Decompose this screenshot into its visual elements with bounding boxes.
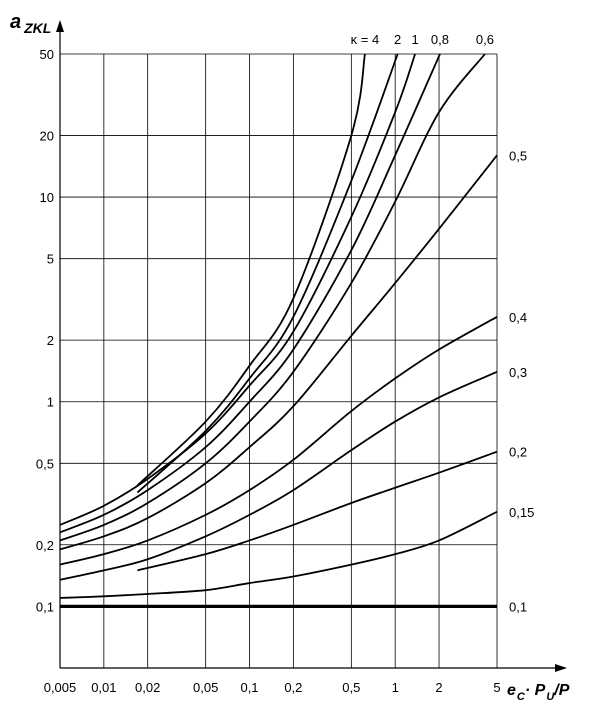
curve-label: 0,15 bbox=[509, 505, 534, 520]
x-label-part: /P bbox=[553, 682, 569, 699]
curve bbox=[136, 53, 366, 487]
y-tick-label: 0,1 bbox=[36, 599, 54, 614]
curve bbox=[59, 316, 498, 566]
curve-label: 0,5 bbox=[509, 148, 527, 163]
x-tick-label: 0,05 bbox=[193, 680, 218, 695]
x-tick-label: 0,2 bbox=[284, 680, 302, 695]
curve-label: 0,4 bbox=[509, 310, 527, 325]
y-tick-label: 0,5 bbox=[36, 456, 54, 471]
x-tick-label: 2 bbox=[435, 680, 442, 695]
y-tick-label: 20 bbox=[40, 128, 54, 143]
y-tick-label: 0,2 bbox=[36, 538, 54, 553]
curve bbox=[137, 450, 498, 572]
x-tick-label: 0,005 bbox=[44, 680, 77, 695]
y-tick-label: 50 bbox=[40, 47, 54, 62]
y-axis-arrow bbox=[56, 20, 64, 32]
curve-label: 0,3 bbox=[509, 365, 527, 380]
curve-label: 1 bbox=[411, 32, 418, 47]
curve-label: 0,8 bbox=[431, 32, 449, 47]
curve-label: 0,2 bbox=[509, 445, 527, 460]
x-label-part: · P bbox=[525, 682, 546, 699]
curve bbox=[136, 53, 399, 494]
y-label-sub: ZKL bbox=[23, 20, 51, 36]
x-axis-arrow bbox=[555, 664, 567, 672]
curve bbox=[59, 53, 441, 534]
x-label-part: e bbox=[507, 682, 516, 699]
x-tick-label: 1 bbox=[392, 680, 399, 695]
curve-label: 2 bbox=[394, 32, 401, 47]
x-tick-label: 0,02 bbox=[135, 680, 160, 695]
x-tick-label: 0,01 bbox=[91, 680, 116, 695]
x-label-sub: C bbox=[517, 691, 526, 703]
curve bbox=[59, 53, 486, 542]
x-axis-label: eC· PU/P bbox=[507, 682, 570, 703]
x-label-sub: U bbox=[546, 691, 555, 703]
y-tick-label: 2 bbox=[47, 333, 54, 348]
y-label-main: a bbox=[10, 11, 21, 33]
curve-label: κ = 4 bbox=[351, 32, 380, 47]
curve-label: 0,1 bbox=[509, 599, 527, 614]
curve bbox=[59, 510, 498, 599]
y-tick-label: 10 bbox=[40, 190, 54, 205]
x-tick-label: 0,5 bbox=[342, 680, 360, 695]
x-tick-label: 5 bbox=[493, 680, 500, 695]
curve-label: 0,6 bbox=[476, 32, 494, 47]
curve bbox=[59, 370, 498, 581]
y-tick-label: 5 bbox=[47, 252, 54, 267]
y-axis-label: a ZKL bbox=[10, 11, 51, 36]
curve bbox=[59, 53, 416, 526]
y-tick-label: 1 bbox=[47, 395, 54, 410]
curve bbox=[59, 154, 498, 551]
x-tick-label: 0,1 bbox=[240, 680, 258, 695]
